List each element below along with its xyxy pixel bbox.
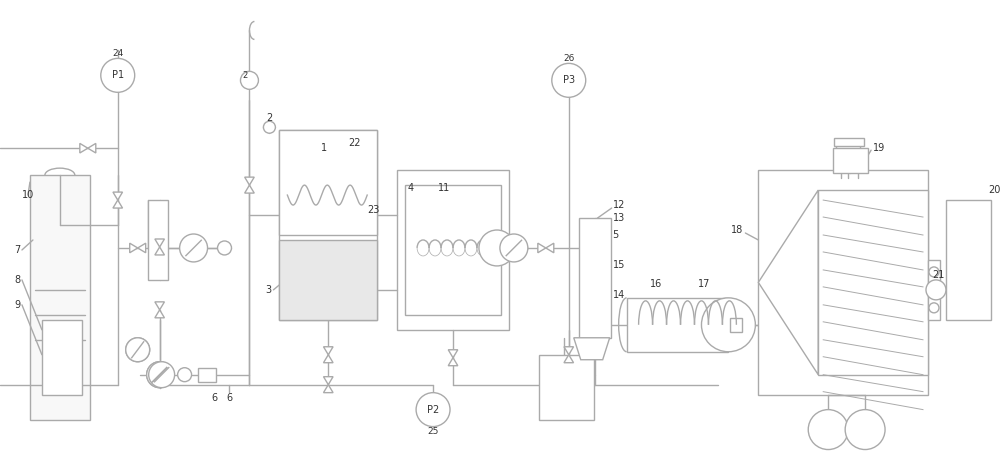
Circle shape [178, 368, 192, 382]
Text: 15: 15 [613, 260, 625, 270]
Bar [627, 298, 728, 352]
Text: 13: 13 [613, 213, 625, 223]
Bar [946, 200, 991, 320]
Circle shape [263, 121, 275, 133]
Polygon shape [323, 377, 333, 385]
Circle shape [845, 410, 885, 450]
Text: 1: 1 [321, 143, 327, 153]
Text: 16: 16 [650, 279, 663, 289]
Text: 20: 20 [988, 185, 1000, 195]
Text: 14: 14 [613, 290, 625, 300]
Bar [279, 240, 377, 320]
Text: 3: 3 [265, 285, 271, 295]
Polygon shape [758, 190, 818, 375]
Bar [42, 320, 82, 395]
Polygon shape [574, 338, 610, 360]
Bar [405, 185, 501, 315]
Circle shape [126, 338, 150, 362]
Polygon shape [155, 239, 164, 247]
Text: 26: 26 [563, 54, 574, 63]
Text: P2: P2 [427, 405, 439, 415]
Circle shape [180, 234, 208, 262]
Bar [397, 170, 509, 330]
Bar [818, 190, 928, 375]
Circle shape [552, 63, 586, 97]
Polygon shape [113, 200, 123, 208]
Circle shape [149, 362, 175, 388]
Circle shape [147, 362, 173, 388]
Bar [833, 148, 868, 173]
Polygon shape [113, 192, 123, 200]
Polygon shape [323, 347, 333, 355]
Text: 9: 9 [14, 300, 20, 310]
Circle shape [929, 303, 939, 313]
Text: 17: 17 [698, 279, 711, 289]
Bar [279, 130, 377, 320]
Text: 12: 12 [613, 200, 625, 210]
Text: 7: 7 [14, 245, 20, 255]
Bar [834, 138, 864, 146]
Polygon shape [546, 243, 554, 253]
Bar [928, 260, 940, 320]
Bar [539, 355, 594, 420]
Polygon shape [245, 185, 254, 193]
Circle shape [500, 234, 528, 262]
Text: 4: 4 [408, 183, 414, 193]
Circle shape [701, 298, 755, 352]
Bar [579, 218, 611, 338]
Bar [148, 200, 168, 280]
Bar [758, 170, 928, 395]
Polygon shape [448, 358, 458, 366]
Text: P1: P1 [112, 70, 124, 80]
Circle shape [926, 280, 946, 300]
Bar [30, 175, 90, 420]
Circle shape [416, 393, 450, 426]
Polygon shape [323, 355, 333, 363]
Bar [279, 130, 377, 235]
Text: P3: P3 [563, 75, 575, 85]
Polygon shape [138, 243, 146, 253]
Text: 22: 22 [348, 138, 360, 148]
Polygon shape [155, 302, 164, 310]
Polygon shape [245, 177, 254, 185]
Polygon shape [448, 350, 458, 358]
Text: 25: 25 [427, 427, 439, 436]
Polygon shape [564, 347, 574, 355]
Text: 18: 18 [731, 225, 743, 235]
Text: 6: 6 [211, 393, 218, 402]
Polygon shape [155, 310, 164, 318]
Polygon shape [564, 355, 574, 363]
Circle shape [218, 241, 231, 255]
Circle shape [479, 230, 515, 266]
Text: 24: 24 [112, 49, 123, 58]
Circle shape [240, 71, 258, 89]
Polygon shape [130, 243, 138, 253]
Text: 23: 23 [367, 205, 380, 215]
Polygon shape [323, 385, 333, 393]
Polygon shape [80, 143, 88, 153]
Text: 11: 11 [438, 183, 450, 193]
Circle shape [808, 410, 848, 450]
Text: 19: 19 [873, 143, 885, 153]
Text: 21: 21 [932, 270, 944, 280]
Text: 6: 6 [226, 393, 233, 402]
Bar [730, 318, 742, 332]
Polygon shape [88, 143, 96, 153]
Text: 10: 10 [22, 190, 34, 200]
Circle shape [126, 338, 150, 362]
Text: 8: 8 [14, 275, 20, 285]
Circle shape [101, 58, 135, 92]
Text: 2: 2 [266, 113, 273, 123]
Polygon shape [155, 247, 164, 255]
Text: 5: 5 [613, 230, 619, 240]
Bar [198, 368, 216, 382]
Text: 2: 2 [242, 71, 247, 80]
Circle shape [147, 362, 173, 388]
Circle shape [929, 267, 939, 277]
Polygon shape [538, 243, 546, 253]
